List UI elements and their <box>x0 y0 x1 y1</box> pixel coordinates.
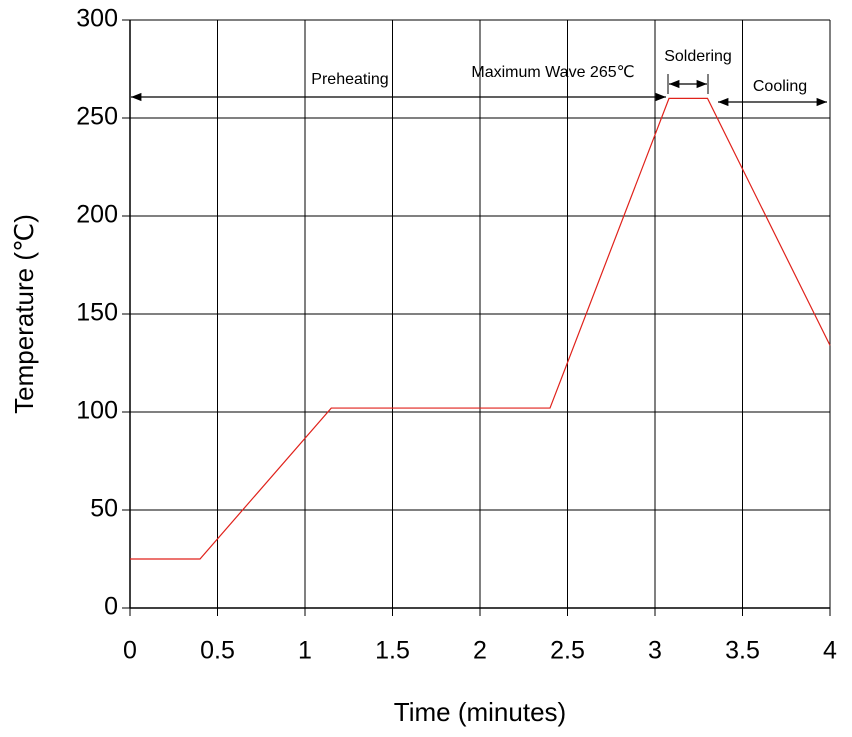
x-axis-label: Time (minutes) <box>394 697 566 727</box>
x-tick-label: 1.5 <box>375 637 410 665</box>
y-tick-label: 250 <box>76 103 118 131</box>
annotation: Preheating <box>311 71 388 88</box>
x-tick-label: 4 <box>823 637 837 665</box>
x-tick-label: 2.5 <box>550 637 585 665</box>
y-tick-label: 150 <box>76 299 118 327</box>
x-tick-label: 3 <box>648 637 662 665</box>
x-tick-label: 0.5 <box>200 637 235 665</box>
y-tick-label: 0 <box>104 593 118 621</box>
y-tick-label: 50 <box>90 495 118 523</box>
annotation: Soldering <box>664 48 732 65</box>
temperature-line <box>130 97 831 560</box>
x-tick-label: 2 <box>473 637 487 665</box>
annotation: Maximum Wave 265℃ <box>471 64 634 81</box>
annotation: Cooling <box>753 78 807 95</box>
y-tick-label: 100 <box>76 397 118 425</box>
y-tick-label: 200 <box>76 201 118 229</box>
x-tick-label: 1 <box>298 637 312 665</box>
y-tick-label: 300 <box>76 5 118 33</box>
y-axis-label: Temperature (℃) <box>9 214 39 414</box>
x-tick-label: 0 <box>123 637 137 665</box>
x-tick-label: 3.5 <box>725 637 760 665</box>
